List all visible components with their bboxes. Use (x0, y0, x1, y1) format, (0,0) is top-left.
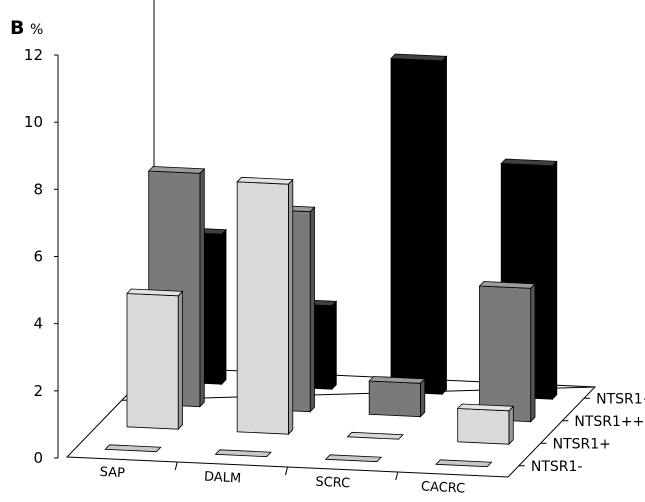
bar-side (221, 228, 227, 386)
series-label-ntsr1ppp: NTSR1+++ (596, 391, 645, 407)
bar-footprint (435, 459, 493, 468)
axes: 0 2 4 6 8 10 12 SAP DALM SCRC CACRC NTSR1- NTSR1+ NTS… (24, 0, 645, 497)
bars (104, 53, 558, 468)
bar-side (419, 377, 426, 418)
bar-top (456, 403, 515, 412)
category-label-cacrc: CACRC (421, 479, 466, 496)
panel-label: B (10, 17, 24, 39)
bar-side (287, 178, 294, 436)
category-label-scrc: SCRC (315, 475, 351, 492)
bar-ntsr1pp-scrc (368, 376, 426, 418)
bar-side (530, 282, 536, 423)
bar-ntsr1p-scrc (346, 431, 404, 440)
x-tick-mark (395, 471, 399, 481)
bar-footprint (346, 431, 404, 440)
bar-front (126, 293, 179, 430)
bar-side (199, 167, 205, 408)
labels: B % (10, 17, 43, 39)
bar-ntsr1m-scrc (324, 454, 383, 463)
bar-top (500, 158, 558, 167)
bar-side (508, 405, 514, 446)
series-label-ntsr1p: NTSR1+ (553, 436, 611, 452)
category-label-dalm: DALM (204, 470, 242, 487)
y-tick-label: 10 (24, 113, 43, 131)
bar-side (552, 160, 558, 401)
bar-side (309, 206, 315, 413)
bar-ntsr1ppp-scrc (390, 53, 448, 396)
bar-side (177, 290, 183, 431)
y-tick-label: 6 (33, 248, 43, 266)
bar-footprint (324, 454, 383, 463)
bar-ntsr1m-cacrc (435, 459, 493, 468)
bar-top (368, 376, 426, 384)
bar-top (478, 281, 536, 289)
bar-top (147, 166, 206, 174)
bar-top (236, 176, 294, 185)
x-tick-mark (285, 466, 288, 476)
y-tick-label: 4 (33, 315, 43, 333)
bar-ntsr1p-dalm (236, 176, 294, 436)
bar-front (390, 58, 443, 395)
bar-top (390, 53, 448, 62)
bar-side (331, 300, 337, 391)
y-axis-unit: % (30, 22, 43, 38)
y-tick-label: 2 (33, 382, 43, 400)
bar-front (236, 181, 289, 435)
series-label-ntsr1m: NTSR1- (531, 459, 583, 475)
bar-ntsr1p-sap (126, 288, 184, 431)
bar-top (126, 288, 184, 297)
x-tick-mark (174, 461, 178, 471)
bar-side (441, 55, 447, 396)
y-tick-label: 8 (33, 180, 43, 198)
bar-front (479, 285, 532, 423)
bar-ntsr1m-dalm (214, 449, 272, 458)
bar-front (457, 408, 510, 445)
series-label-ntsr1pp: NTSR1++ (574, 414, 644, 430)
y-tick-label: 12 (24, 46, 43, 64)
y-tick-label: 0 (33, 449, 43, 467)
bar-footprint (104, 444, 162, 453)
bar-footprint (214, 449, 272, 458)
bar-ntsr1pp-cacrc (478, 281, 536, 423)
bar-front (368, 380, 421, 418)
bar-ntsr1p-cacrc (456, 403, 515, 446)
bar-ntsr1m-sap (104, 444, 162, 453)
category-label-sap: SAP (99, 465, 125, 481)
